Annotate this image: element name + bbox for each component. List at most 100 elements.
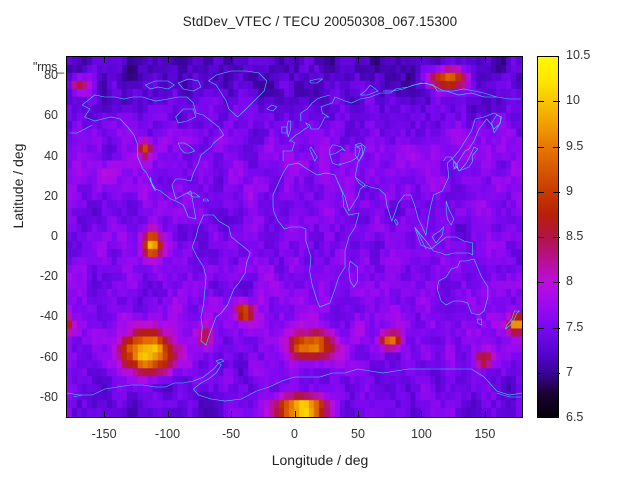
colorbar-tick-mark bbox=[537, 101, 544, 102]
colorbar-tick-label: 9.5 bbox=[566, 138, 584, 153]
colorbar-tick-mark bbox=[537, 373, 544, 374]
coastline-path bbox=[287, 121, 291, 137]
colorbar-tick-label: 8 bbox=[566, 274, 573, 289]
x-tick-mark bbox=[168, 56, 169, 63]
x-tick-mark bbox=[231, 411, 232, 418]
coastline-path bbox=[209, 71, 267, 117]
coastline-path bbox=[178, 79, 201, 91]
colorbar-tick-label: 10.5 bbox=[566, 48, 591, 62]
x-tick-label: -100 bbox=[155, 427, 181, 441]
coastline-path bbox=[283, 83, 521, 161]
coastline-path bbox=[145, 81, 174, 89]
map-plot-area[interactable] bbox=[66, 56, 523, 418]
x-tick-label: 0 bbox=[291, 427, 298, 441]
x-tick-mark bbox=[168, 411, 169, 418]
coastline-path bbox=[267, 105, 277, 111]
y-tick-label: 20 bbox=[44, 188, 58, 203]
colorbar-tick-label: 7.5 bbox=[566, 319, 584, 334]
coastline-path bbox=[355, 177, 366, 187]
x-tick-mark bbox=[421, 411, 422, 418]
coastline-path bbox=[446, 201, 454, 225]
x-tick-mark bbox=[485, 56, 486, 63]
y-tick-label: -60 bbox=[39, 349, 58, 364]
coastline-path bbox=[383, 83, 497, 97]
coastline-path bbox=[437, 259, 488, 315]
y-tick-label: -20 bbox=[39, 269, 58, 284]
x-tick-label: 100 bbox=[411, 427, 432, 441]
coastline-path bbox=[82, 95, 224, 219]
x-tick-label: -150 bbox=[91, 427, 117, 441]
x-tick-mark bbox=[104, 411, 105, 418]
coastline-path bbox=[204, 199, 209, 201]
x-tick-mark bbox=[295, 411, 296, 418]
coastline-path bbox=[394, 219, 398, 225]
coastline-path bbox=[459, 147, 478, 171]
x-axis-label: Longitude / deg bbox=[271, 452, 369, 468]
x-tick-mark bbox=[358, 56, 359, 63]
coastline-path bbox=[310, 147, 318, 161]
coastline-path bbox=[330, 145, 345, 155]
coastline-path bbox=[150, 177, 155, 191]
coastline-path bbox=[415, 227, 473, 255]
x-tick-mark bbox=[421, 56, 422, 63]
colorbar-tick-label: 9 bbox=[566, 183, 573, 198]
x-tick-label: 150 bbox=[474, 427, 496, 441]
colorbar-tick-mark bbox=[537, 147, 544, 148]
x-tick-mark bbox=[295, 56, 296, 63]
coastline-path bbox=[355, 145, 363, 161]
coastline-path bbox=[73, 395, 82, 397]
coastline-path bbox=[273, 163, 359, 307]
y-tick-label: 40 bbox=[44, 148, 58, 163]
coastline-path bbox=[187, 193, 200, 197]
coastline-path bbox=[497, 393, 522, 397]
x-tick-mark bbox=[358, 411, 359, 418]
coastline-path bbox=[192, 215, 250, 345]
colorbar-tick-mark bbox=[553, 282, 560, 283]
y-tick-label: 0 bbox=[51, 229, 58, 243]
x-tick-label: 50 bbox=[351, 427, 365, 441]
colorbar-tick-mark bbox=[553, 328, 560, 329]
colorbar-tick-mark bbox=[553, 147, 560, 148]
colorbar-tick-mark bbox=[537, 192, 544, 193]
coastline-path bbox=[454, 161, 458, 167]
y-tick-label: 80 bbox=[44, 68, 58, 83]
x-tick-mark bbox=[485, 411, 486, 418]
colorbar-tick-mark bbox=[553, 373, 560, 374]
colorbar-tick-label: 10 bbox=[566, 93, 580, 108]
stray-label-artifact: "rms_ bbox=[33, 60, 64, 74]
coastline-path bbox=[337, 181, 348, 211]
coastline-path bbox=[415, 227, 426, 249]
colorbar-tick-mark bbox=[537, 237, 544, 238]
coastline-path bbox=[432, 227, 443, 243]
chart-title: StdDev_VTEC / TECU 20050308_067.15300 bbox=[182, 14, 458, 29]
coastline-path bbox=[178, 143, 194, 153]
coastline-path bbox=[282, 127, 287, 133]
coastline-path bbox=[67, 363, 522, 401]
y-tick-label: -80 bbox=[39, 389, 58, 404]
x-tick-mark bbox=[104, 56, 105, 63]
coastline-path bbox=[492, 115, 502, 133]
x-tick-mark bbox=[231, 56, 232, 63]
colorbar-tick-mark bbox=[553, 101, 560, 102]
coastline-path bbox=[349, 261, 358, 287]
coastline-path bbox=[70, 125, 93, 133]
colorbar-tick-mark bbox=[537, 282, 544, 283]
colorbar-tick-mark bbox=[553, 237, 560, 238]
y-tick-label: -40 bbox=[39, 309, 58, 324]
coastline-path bbox=[360, 85, 378, 95]
x-tick-label: -50 bbox=[221, 427, 241, 441]
coastline-path bbox=[339, 113, 501, 235]
coastline-overlay bbox=[67, 57, 522, 417]
coastline-path bbox=[216, 359, 224, 363]
colorbar-tick-label: 8.5 bbox=[566, 229, 584, 243]
coastline-path bbox=[506, 311, 520, 329]
colorbar-tick-mark bbox=[537, 328, 544, 329]
coastline-path bbox=[301, 95, 330, 121]
coastline-path bbox=[330, 155, 340, 165]
coastline-path bbox=[310, 79, 323, 83]
coastline-path bbox=[478, 319, 482, 325]
colorbar-tick-label: 6.5 bbox=[566, 410, 584, 424]
y-tick-label: 60 bbox=[44, 108, 58, 123]
colorbar-tick-label: 7 bbox=[566, 364, 573, 379]
